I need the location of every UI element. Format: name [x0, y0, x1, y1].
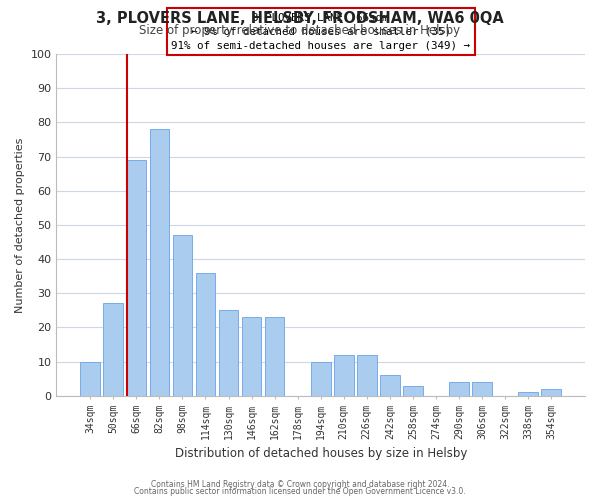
- Bar: [380, 376, 400, 396]
- Text: 3, PLOVERS LANE, HELSBY, FRODSHAM, WA6 0QA: 3, PLOVERS LANE, HELSBY, FRODSHAM, WA6 0…: [96, 11, 504, 26]
- Text: Contains public sector information licensed under the Open Government Licence v3: Contains public sector information licen…: [134, 487, 466, 496]
- Bar: [80, 362, 100, 396]
- Bar: [403, 386, 422, 396]
- Bar: [449, 382, 469, 396]
- Bar: [518, 392, 538, 396]
- Bar: [242, 317, 262, 396]
- Bar: [173, 235, 192, 396]
- Bar: [265, 317, 284, 396]
- Bar: [127, 160, 146, 396]
- Bar: [311, 362, 331, 396]
- Bar: [541, 389, 561, 396]
- Text: Size of property relative to detached houses in Helsby: Size of property relative to detached ho…: [139, 24, 461, 37]
- Bar: [103, 304, 123, 396]
- Y-axis label: Number of detached properties: Number of detached properties: [15, 137, 25, 312]
- Bar: [357, 355, 377, 396]
- Bar: [334, 355, 353, 396]
- Bar: [149, 129, 169, 396]
- Bar: [472, 382, 492, 396]
- Bar: [219, 310, 238, 396]
- X-axis label: Distribution of detached houses by size in Helsby: Distribution of detached houses by size …: [175, 447, 467, 460]
- Text: Contains HM Land Registry data © Crown copyright and database right 2024.: Contains HM Land Registry data © Crown c…: [151, 480, 449, 489]
- Bar: [196, 272, 215, 396]
- Text: 3 PLOVERS LANE: 66sqm
← 9% of detached houses are smaller (35)
91% of semi-detac: 3 PLOVERS LANE: 66sqm ← 9% of detached h…: [171, 12, 470, 51]
